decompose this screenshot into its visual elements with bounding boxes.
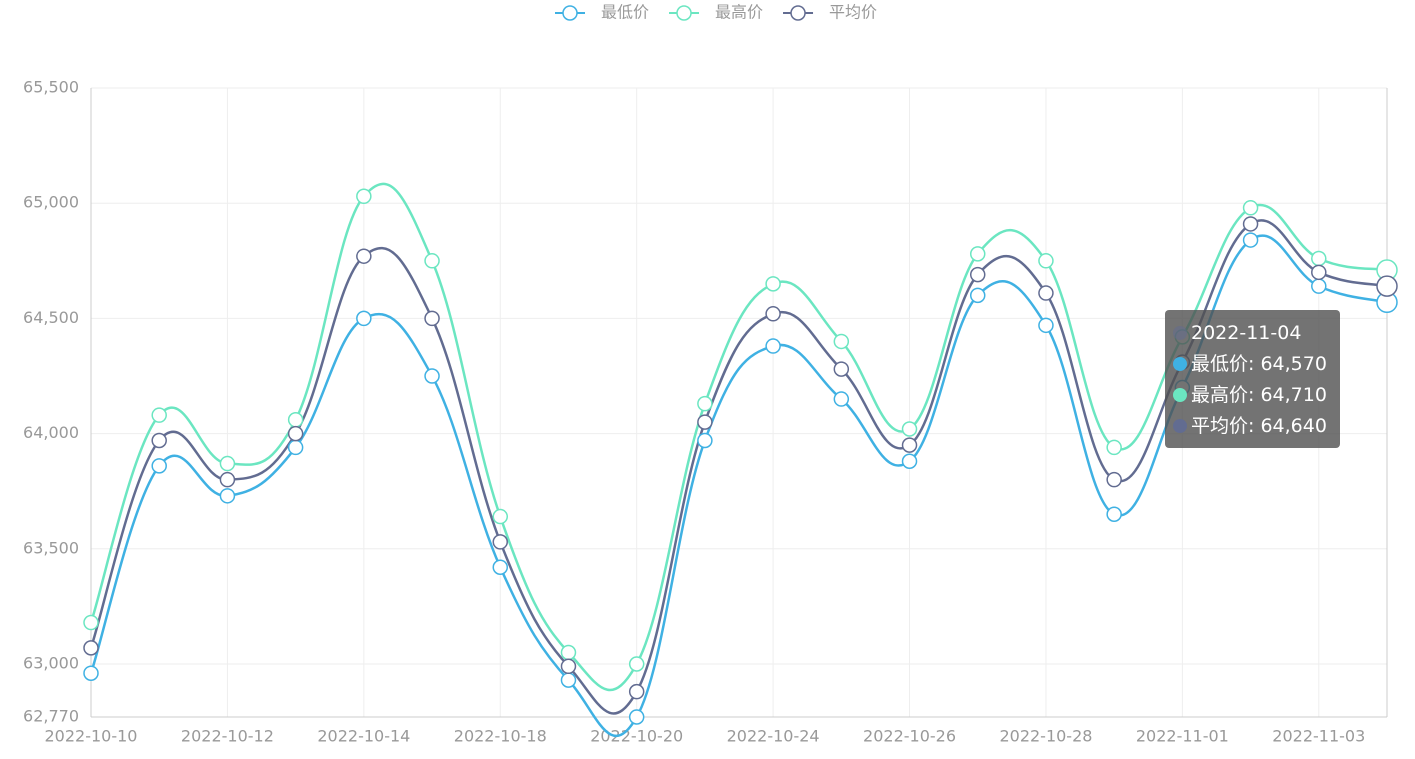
- data-point: [1242, 216, 1259, 232]
- data-point: [83, 665, 99, 681]
- tooltip-row: 最低价: 64,570: [1173, 349, 1340, 380]
- data-point: [628, 656, 645, 672]
- x-tick-label: 2022-11-03: [1272, 727, 1365, 746]
- data-point: [219, 471, 236, 488]
- data-point: [356, 248, 372, 264]
- data-point: [560, 644, 577, 661]
- data-point: [765, 306, 781, 322]
- data-point: [83, 614, 99, 631]
- legend-icon: [790, 5, 806, 21]
- series-line: [89, 234, 1388, 738]
- y-tick-label: 65,000: [23, 193, 79, 212]
- data-point: [1311, 278, 1327, 294]
- data-point: [765, 276, 781, 292]
- tooltip-text: 平均价: 64,640: [1191, 415, 1327, 437]
- data-point: [356, 310, 372, 327]
- data-point: [969, 287, 986, 304]
- data-point: [219, 488, 236, 504]
- y-tick-label: 62,770: [23, 707, 79, 726]
- y-tick-label: 65,500: [23, 78, 79, 97]
- data-point: [901, 421, 918, 437]
- data-point: [424, 310, 440, 327]
- y-tick-label: 63,500: [23, 538, 79, 557]
- data-point: [287, 425, 304, 442]
- data-point: [287, 439, 304, 456]
- y-tick-label: 64,000: [23, 423, 79, 442]
- data-point: [560, 658, 577, 675]
- series-line: [89, 219, 1388, 715]
- x-tick-label: 2022-10-12: [181, 727, 274, 746]
- x-tick-label: 2022-10-14: [317, 727, 410, 746]
- data-point: [424, 253, 440, 269]
- tooltip-text: 最低价: 64,570: [1191, 353, 1327, 375]
- tooltip-title: 2022-11-04: [1173, 318, 1340, 349]
- data-point: [1242, 200, 1259, 216]
- tooltip-dot: [1173, 357, 1187, 371]
- legend-label: 最高价: [715, 3, 763, 22]
- data-point: [765, 338, 781, 354]
- tooltip: 2022-11-04 最低价: 64,570 最高价: 64,710 平均价: 64…: [1165, 310, 1340, 448]
- x-tick-label: 2022-10-28: [999, 727, 1092, 746]
- x-tick-label: 2022-10-18: [454, 727, 547, 746]
- data-point: [219, 455, 236, 472]
- data-point: [833, 333, 850, 350]
- tooltip-text: 最高价: 64,710: [1191, 384, 1327, 406]
- data-point: [697, 432, 713, 449]
- data-point: [628, 683, 645, 700]
- data-point: [901, 453, 918, 470]
- data-point: [560, 672, 577, 688]
- data-point: [1376, 275, 1398, 297]
- tooltip-title-text: 2022-11-04: [1191, 322, 1302, 344]
- legend-label: 平均价: [829, 3, 877, 22]
- data-point: [833, 391, 850, 407]
- data-point: [1242, 232, 1259, 248]
- data-point: [151, 407, 167, 423]
- x-tick-label: 2022-10-26: [863, 727, 956, 746]
- tooltip-dot: [1173, 419, 1187, 433]
- data-point: [969, 266, 986, 283]
- data-point: [1106, 506, 1122, 522]
- data-point: [1311, 264, 1327, 281]
- data-point: [151, 458, 167, 474]
- data-point: [628, 709, 645, 725]
- data-point: [1038, 253, 1054, 269]
- data-point: [969, 246, 986, 262]
- tooltip-dot: [1173, 388, 1187, 402]
- data-point: [492, 559, 509, 575]
- data-point: [1106, 439, 1122, 456]
- data-point: [424, 368, 440, 384]
- legend-icon: [562, 5, 578, 21]
- data-point: [83, 640, 99, 656]
- x-tick-label: 2022-11-01: [1136, 727, 1229, 746]
- data-point: [1311, 250, 1327, 267]
- data-point: [287, 412, 304, 428]
- data-point: [151, 432, 167, 449]
- data-point: [901, 437, 918, 453]
- data-point: [1038, 285, 1054, 301]
- x-tick-label: 2022-10-10: [45, 727, 138, 746]
- legend-icon: [676, 5, 692, 21]
- data-point: [833, 361, 850, 377]
- tooltip-row: 最高价: 64,710: [1173, 380, 1340, 411]
- data-point: [697, 395, 713, 412]
- data-point: [492, 534, 509, 550]
- tooltip-row: 平均价: 64,640: [1173, 411, 1340, 442]
- y-tick-label: 63,000: [23, 654, 79, 673]
- legend-label: 最低价: [601, 3, 649, 22]
- x-tick-label: 2022-10-20: [590, 727, 683, 746]
- data-point: [1106, 471, 1122, 488]
- x-tick-label: 2022-10-24: [727, 727, 820, 746]
- data-point: [492, 508, 509, 525]
- data-point: [697, 414, 713, 430]
- y-tick-label: 64,500: [23, 308, 79, 327]
- data-point: [356, 188, 372, 205]
- data-point: [1038, 317, 1054, 334]
